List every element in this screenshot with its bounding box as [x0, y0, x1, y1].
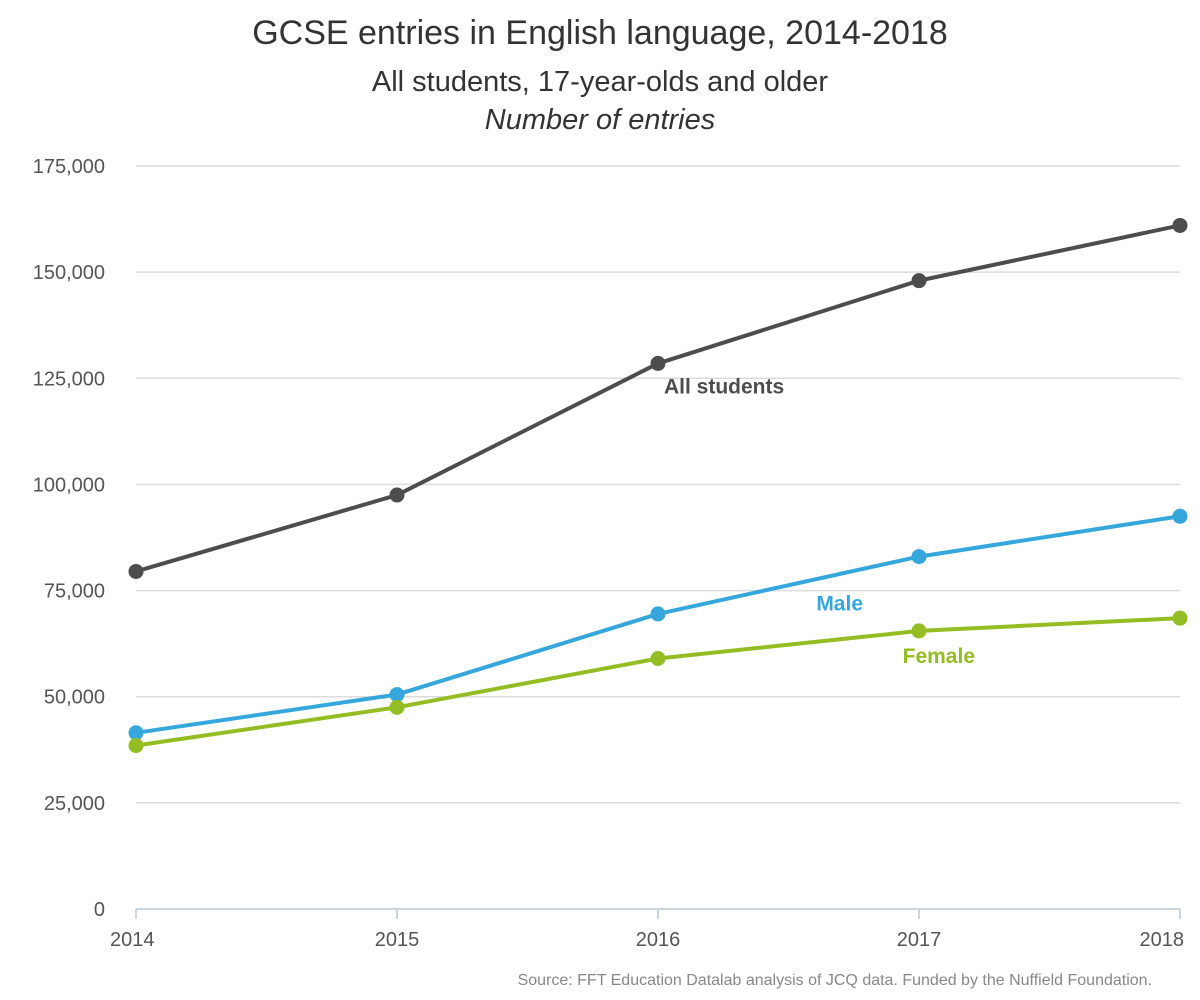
y-tick-label: 75,000 — [44, 581, 105, 603]
x-tick-label: 2016 — [636, 929, 681, 951]
x-axis-ticks: 2014 2015 2016 2017 2018 — [110, 909, 1184, 951]
data-point — [911, 273, 927, 289]
data-point — [389, 687, 405, 703]
data-point — [128, 563, 144, 579]
series-label: Male — [816, 593, 863, 616]
gridlines — [136, 165, 1180, 804]
chart-subtitle: All students, 17-year-olds and older — [371, 66, 829, 98]
y-axis-ticks: 0 25,000 50,000 75,000 100,000 125,000 150,000… — [33, 156, 105, 921]
source-note: Source: FFT Education Datalab analysis o… — [517, 972, 1152, 989]
data-point — [1172, 217, 1188, 233]
y-tick-label: 125,000 — [33, 368, 105, 390]
data-point — [389, 699, 405, 715]
series-line — [135, 223, 1181, 574]
series-label: Female — [903, 645, 975, 668]
data-point — [1172, 508, 1188, 524]
data-point — [650, 606, 666, 622]
series-labels: All students Male Female — [664, 375, 975, 667]
y-tick-label: 25,000 — [44, 793, 105, 815]
x-tick-label: 2017 — [897, 929, 942, 951]
x-tick-label: 2015 — [375, 929, 420, 951]
data-point — [128, 738, 144, 754]
y-tick-label: 100,000 — [33, 474, 105, 496]
series-lines — [128, 217, 1188, 754]
y-tick-label: 50,000 — [44, 687, 105, 709]
data-point — [911, 549, 927, 565]
x-tick-label: 2014 — [110, 929, 155, 951]
data-point — [911, 623, 927, 639]
y-tick-label: 0 — [94, 899, 105, 921]
x-tick-label: 2018 — [1140, 929, 1185, 951]
series-line — [135, 616, 1181, 748]
data-point — [650, 651, 666, 667]
data-point — [389, 487, 405, 503]
chart-title: GCSE entries in English language, 2014-2… — [252, 14, 948, 52]
chart-subtitle-units: Number of entries — [484, 104, 716, 136]
series-label: All students — [664, 375, 784, 398]
data-point — [650, 355, 666, 371]
y-tick-label: 175,000 — [33, 156, 105, 178]
data-point — [128, 725, 144, 741]
y-tick-label: 150,000 — [33, 262, 105, 284]
data-point — [1172, 610, 1188, 626]
